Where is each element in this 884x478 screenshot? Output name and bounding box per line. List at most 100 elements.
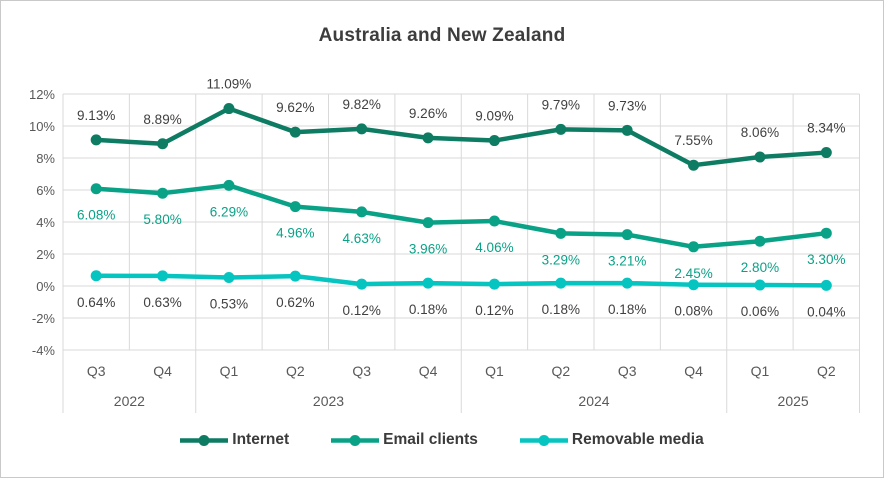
y-tick-label: -2% <box>32 311 56 326</box>
legend-item-removable-media: Removable media <box>519 431 704 449</box>
y-axis: 12% 10% 8% 6% 4% 2% 0% -2% -4% <box>29 87 55 358</box>
data-point <box>621 229 633 241</box>
data-point <box>223 179 235 191</box>
data-point <box>356 278 368 290</box>
x-quarter-label: Q1 <box>751 363 770 379</box>
data-point <box>754 235 766 247</box>
data-label: 3.96% <box>409 242 447 257</box>
data-label: 2.80% <box>741 260 779 275</box>
y-tick-label: 0% <box>36 279 55 294</box>
data-point <box>488 215 500 227</box>
data-label: 0.63% <box>143 295 181 310</box>
legend-label-removable-media: Removable media <box>571 431 704 448</box>
y-tick-label: 10% <box>29 119 55 134</box>
data-label: 9.82% <box>343 97 381 112</box>
data-point <box>754 279 766 291</box>
x-quarter-label: Q2 <box>817 363 836 379</box>
data-label: 9.73% <box>608 98 646 113</box>
data-point <box>90 134 102 146</box>
data-point <box>621 124 633 136</box>
series-removable-media: 0.64% 0.63% 0.53% 0.62% 0.12% 0.18% 0.12% 0.18%… <box>77 270 845 319</box>
x-quarter-label: Q4 <box>419 363 438 379</box>
data-label: 8.34% <box>807 121 845 136</box>
series-line <box>93 106 829 168</box>
x-quarter-label: Q1 <box>485 363 504 379</box>
data-label: 7.55% <box>674 133 712 148</box>
data-point <box>223 272 235 284</box>
data-label: 4.06% <box>475 240 513 255</box>
x-quarter-label: Q1 <box>220 363 239 379</box>
data-point <box>820 147 832 159</box>
legend-item-email-clients: Email clients <box>331 431 478 449</box>
data-point <box>157 187 169 199</box>
y-tick-label: 2% <box>36 247 55 262</box>
data-label: 9.09% <box>475 109 513 124</box>
data-point <box>422 217 434 229</box>
legend-label-email-clients: Email clients <box>383 431 478 448</box>
data-label: 0.18% <box>542 302 580 317</box>
data-point <box>688 241 700 253</box>
data-label: 0.08% <box>674 304 712 319</box>
data-point <box>688 159 700 171</box>
data-label: 0.62% <box>276 295 314 310</box>
data-point <box>820 279 832 291</box>
y-tick-label: 4% <box>36 215 55 230</box>
data-point <box>422 277 434 289</box>
legend-label-internet: Internet <box>232 431 290 448</box>
data-label: 0.12% <box>475 303 513 318</box>
x-quarter-label: Q3 <box>618 363 637 379</box>
data-point <box>688 279 700 291</box>
legend-item-internet: Internet <box>180 431 289 449</box>
data-label: 9.62% <box>276 100 314 115</box>
x-year-label: 2022 <box>114 393 145 409</box>
y-tick-label: 6% <box>36 183 55 198</box>
x-axis: Q3 Q4 Q1 Q2 Q3 Q4 Q1 Q2 Q3 Q4 Q1 Q2 2022 2023 2024 2025 <box>87 363 836 409</box>
x-quarter-label: Q2 <box>286 363 305 379</box>
data-point <box>157 138 169 150</box>
data-label: 9.26% <box>409 106 447 121</box>
data-point <box>555 277 567 289</box>
data-point <box>289 270 301 282</box>
data-label: 4.63% <box>343 231 381 246</box>
x-quarter-label: Q3 <box>352 363 371 379</box>
data-point <box>820 227 832 239</box>
data-label: 0.04% <box>807 304 845 319</box>
x-quarter-label: Q4 <box>684 363 703 379</box>
data-point <box>90 270 102 282</box>
x-year-label: 2025 <box>778 393 809 409</box>
data-label: 0.18% <box>409 302 447 317</box>
data-label: 3.21% <box>608 254 646 269</box>
data-point <box>356 206 368 218</box>
data-point <box>356 123 368 135</box>
data-point <box>754 151 766 163</box>
data-point <box>422 132 434 144</box>
x-year-label: 2024 <box>578 393 609 409</box>
data-point <box>488 278 500 290</box>
data-point <box>621 277 633 289</box>
x-year-label: 2023 <box>313 393 344 409</box>
data-label: 0.53% <box>210 297 248 312</box>
series-line <box>93 183 829 250</box>
data-label: 4.96% <box>276 226 314 241</box>
series-internet: 9.13% 8.89% 11.09% 9.62% 9.82% 9.26% 9.09% 9.79… <box>77 77 845 171</box>
data-label: 8.89% <box>143 112 181 127</box>
x-quarter-label: Q3 <box>87 363 106 379</box>
data-point <box>289 201 301 213</box>
data-point <box>289 126 301 138</box>
data-label: 0.64% <box>77 295 115 310</box>
data-label: 6.08% <box>77 208 115 223</box>
legend-swatch-internet <box>180 434 229 446</box>
x-quarter-label: Q4 <box>153 363 172 379</box>
y-tick-label: 8% <box>36 151 55 166</box>
chart-title: Australia and New Zealand <box>318 25 566 46</box>
data-label: 0.18% <box>608 302 646 317</box>
data-point <box>555 123 567 135</box>
series-email-clients: 6.08% 5.80% 6.29% 4.96% 4.63% 3.96% 4.06% 3.29%… <box>77 179 845 281</box>
data-label: 3.29% <box>542 252 580 267</box>
data-point <box>488 135 500 147</box>
data-label: 9.79% <box>542 97 580 112</box>
x-quarter-label: Q2 <box>551 363 570 379</box>
data-label: 0.12% <box>343 303 381 318</box>
data-label: 8.06% <box>741 125 779 140</box>
